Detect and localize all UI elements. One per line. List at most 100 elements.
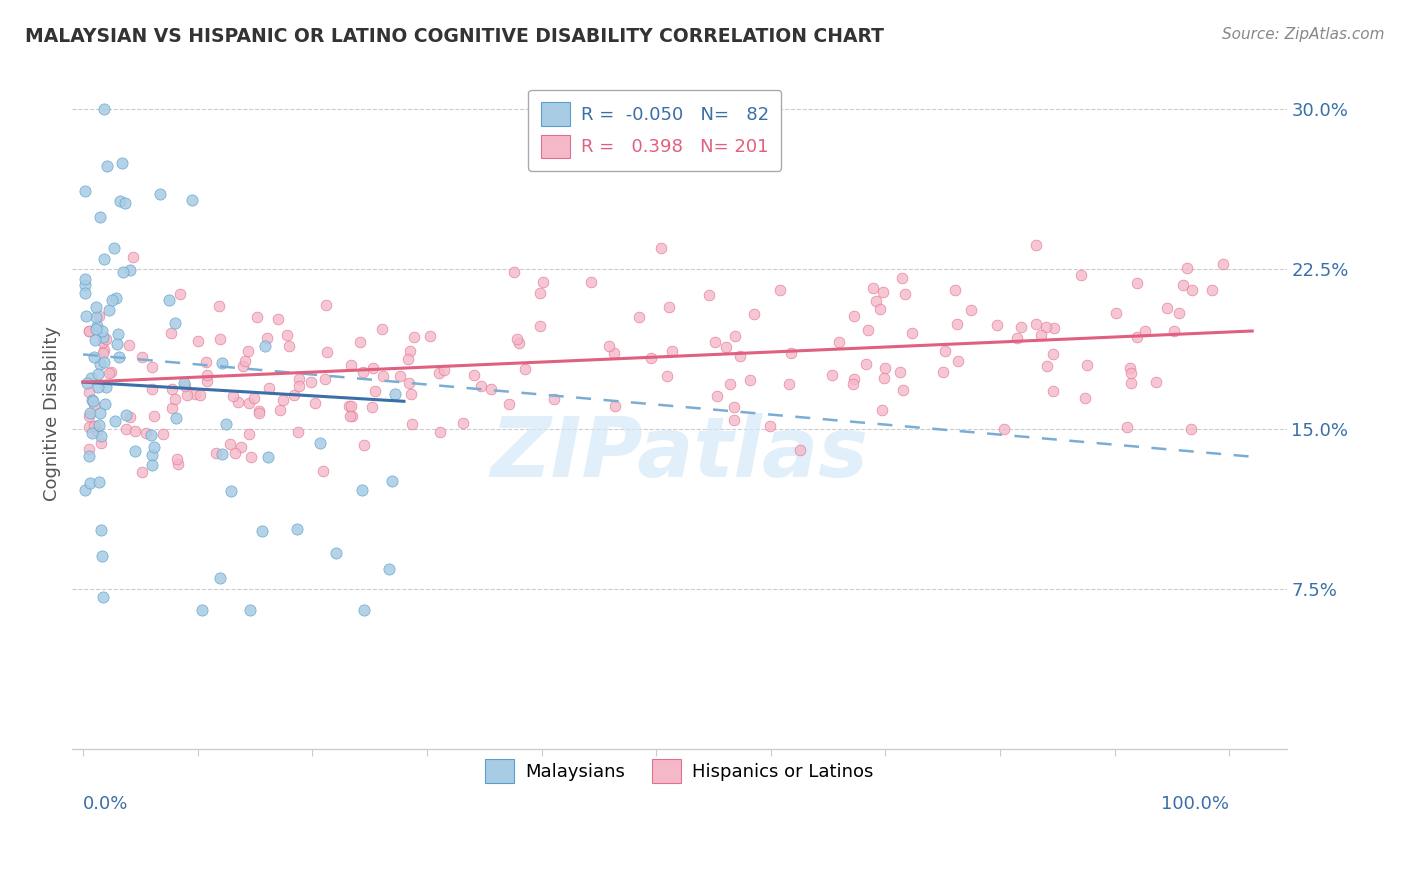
Point xyxy=(1042,384,1064,398)
Point xyxy=(1036,359,1059,374)
Point xyxy=(83,398,105,412)
Point xyxy=(108,350,131,364)
Point xyxy=(135,425,157,440)
Point xyxy=(842,372,865,386)
Point xyxy=(312,464,335,478)
Point xyxy=(89,406,111,420)
Point xyxy=(91,324,114,338)
Point xyxy=(1171,278,1194,293)
Point xyxy=(378,562,401,576)
Point xyxy=(141,448,163,462)
Point xyxy=(1167,306,1189,320)
Point xyxy=(141,458,163,473)
Point xyxy=(208,571,231,585)
Point xyxy=(83,419,105,434)
Point xyxy=(91,329,114,343)
Point xyxy=(304,395,326,409)
Point xyxy=(104,414,127,428)
Point xyxy=(111,156,134,170)
Point xyxy=(124,444,146,458)
Point xyxy=(1126,330,1149,344)
Point xyxy=(872,402,894,417)
Point xyxy=(398,344,420,359)
Point xyxy=(157,293,180,307)
Point xyxy=(932,365,955,379)
Point xyxy=(352,483,374,497)
Point xyxy=(240,450,263,464)
Point xyxy=(370,322,392,336)
Point xyxy=(389,368,412,383)
Point xyxy=(508,335,530,350)
Point xyxy=(531,275,554,289)
Point xyxy=(723,413,745,427)
Point xyxy=(993,422,1015,436)
Point xyxy=(986,318,1008,332)
Point xyxy=(1076,359,1098,373)
Point xyxy=(506,332,529,346)
Point xyxy=(779,345,801,359)
Point xyxy=(173,376,195,391)
Point xyxy=(869,302,891,317)
Point xyxy=(167,457,190,471)
Point xyxy=(98,366,121,380)
Point xyxy=(598,339,620,353)
Point xyxy=(77,419,100,434)
Point xyxy=(1042,347,1064,361)
Point xyxy=(1163,324,1185,338)
Point xyxy=(603,346,626,360)
Point xyxy=(83,351,105,365)
Point xyxy=(232,359,254,373)
Point xyxy=(77,450,100,464)
Point xyxy=(98,303,121,318)
Point xyxy=(769,283,792,297)
Point xyxy=(718,376,741,391)
Point xyxy=(247,406,270,420)
Point xyxy=(655,369,678,384)
Point xyxy=(75,286,97,301)
Point xyxy=(94,397,117,411)
Point xyxy=(91,591,114,605)
Point xyxy=(337,399,360,413)
Point xyxy=(257,381,280,395)
Point xyxy=(86,424,108,438)
Point xyxy=(821,368,844,382)
Point xyxy=(872,371,894,385)
Point xyxy=(1116,420,1139,434)
Point xyxy=(352,365,374,379)
Point xyxy=(287,425,309,440)
Point xyxy=(271,392,294,407)
Point xyxy=(75,309,97,323)
Point xyxy=(1070,268,1092,283)
Point xyxy=(94,333,117,347)
Point xyxy=(93,354,115,368)
Point xyxy=(875,360,897,375)
Point xyxy=(513,362,536,376)
Point xyxy=(84,333,107,347)
Point xyxy=(724,329,747,343)
Point xyxy=(451,417,474,431)
Point xyxy=(340,358,363,372)
Point xyxy=(1212,257,1234,271)
Point xyxy=(79,406,101,420)
Point xyxy=(1025,238,1047,252)
Point xyxy=(842,310,865,324)
Point xyxy=(131,465,153,479)
Point xyxy=(239,603,262,617)
Text: Source: ZipAtlas.com: Source: ZipAtlas.com xyxy=(1222,27,1385,42)
Point xyxy=(77,409,100,423)
Point xyxy=(481,382,503,396)
Point xyxy=(1118,361,1140,376)
Point xyxy=(1135,324,1157,338)
Point xyxy=(828,335,851,350)
Point xyxy=(86,321,108,335)
Point xyxy=(1119,376,1142,390)
Point xyxy=(105,336,128,351)
Point xyxy=(187,334,209,348)
Point xyxy=(247,404,270,418)
Point xyxy=(309,435,332,450)
Point xyxy=(195,374,218,388)
Point xyxy=(207,299,229,313)
Point xyxy=(325,546,347,560)
Point xyxy=(176,388,198,402)
Point xyxy=(89,309,111,323)
